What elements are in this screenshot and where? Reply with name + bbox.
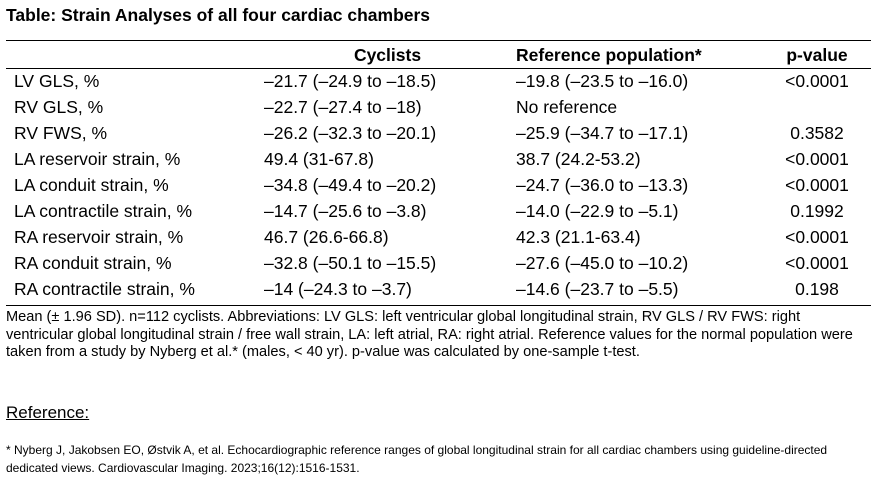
- reference-citation: * Nyberg J, Jakobsen EO, Østvik A, et al…: [6, 443, 828, 475]
- p-value: <0.0001: [785, 71, 849, 91]
- reference-value: 42.3 (21.1-63.4): [516, 227, 641, 247]
- cyclists-value: –14 (–24.3 to –3.7): [264, 279, 412, 299]
- row-label: RV GLS, %: [14, 97, 104, 117]
- header-p-value: p-value: [786, 44, 848, 65]
- reference-value: –24.7 (–36.0 to –13.3): [516, 175, 689, 195]
- table-row: RV FWS, % –26.2 (–32.3 to –20.1) –25.9 (…: [6, 120, 871, 146]
- table-row: RV GLS, % –22.7 (–27.4 to –18) No refere…: [6, 94, 871, 120]
- p-value: <0.0001: [785, 175, 849, 195]
- reference-value: –19.8 (–23.5 to –16.0): [516, 71, 689, 91]
- cyclists-value: –34.8 (–49.4 to –20.2): [264, 175, 437, 195]
- reference-value: –25.9 (–34.7 to –17.1): [516, 123, 689, 143]
- p-value: <0.0001: [785, 149, 849, 169]
- row-label: LA reservoir strain, %: [14, 149, 181, 169]
- p-value: 0.1992: [790, 201, 844, 221]
- header-cyclists: Cyclists: [353, 44, 422, 65]
- row-label: RV FWS, %: [14, 123, 108, 143]
- table-row: RA contractile strain, % –14 (–24.3 to –…: [6, 276, 871, 302]
- p-value: 0.3582: [790, 123, 844, 143]
- reference-value: –14.0 (–22.9 to –5.1): [516, 201, 679, 221]
- table-row: RA reservoir strain, % 46.7 (26.6-66.8) …: [6, 224, 871, 250]
- strain-table: Cyclists Reference population* p-value L…: [6, 41, 871, 302]
- table-title: Table: Strain Analyses of all four cardi…: [6, 5, 431, 25]
- table-header-rule: [6, 68, 871, 70]
- table-row: LA contractile strain, % –14.7 (–25.6 to…: [6, 198, 871, 224]
- table-row: LA conduit strain, % –34.8 (–49.4 to –20…: [6, 172, 871, 198]
- table-footnote: Mean (± 1.96 SD). n=112 cyclists. Abbrev…: [6, 309, 853, 361]
- table-row: LV GLS, % –21.7 (–24.9 to –18.5) –19.8 (…: [6, 68, 871, 94]
- cyclists-value: –21.7 (–24.9 to –18.5): [264, 71, 437, 91]
- cyclists-value: 46.7 (26.6-66.8): [264, 227, 389, 247]
- reference-value: 38.7 (24.2-53.2): [516, 149, 641, 169]
- table-top-rule: [6, 40, 871, 42]
- p-value: 0.198: [795, 279, 839, 299]
- table-row: LA reservoir strain, % 49.4 (31-67.8) 38…: [6, 146, 871, 172]
- cyclists-value: 49.4 (31-67.8): [264, 149, 374, 169]
- row-label: RA conduit strain, %: [14, 253, 172, 273]
- reference-heading: Reference:: [6, 403, 90, 422]
- p-value: <0.0001: [785, 227, 849, 247]
- row-label: LA contractile strain, %: [14, 201, 192, 221]
- reference-value: No reference: [516, 97, 618, 117]
- reference-value: –27.6 (–45.0 to –10.2): [516, 253, 689, 273]
- row-label: LA conduit strain, %: [14, 175, 169, 195]
- reference-value: –14.6 (–23.7 to –5.5): [516, 279, 679, 299]
- header-reference-population: Reference population*: [516, 44, 702, 65]
- cyclists-value: –32.8 (–50.1 to –15.5): [264, 253, 437, 273]
- cyclists-value: –14.7 (–25.6 to –3.8): [264, 201, 427, 221]
- cyclists-value: –22.7 (–27.4 to –18): [264, 97, 422, 117]
- header-label: [6, 41, 264, 68]
- table-header-row: Cyclists Reference population* p-value: [6, 41, 871, 68]
- row-label: LV GLS, %: [14, 71, 100, 91]
- table-bottom-rule: [6, 305, 871, 307]
- p-value: [763, 94, 871, 120]
- row-label: RA reservoir strain, %: [14, 227, 184, 247]
- cyclists-value: –26.2 (–32.3 to –20.1): [264, 123, 437, 143]
- table-row: RA conduit strain, % –32.8 (–50.1 to –15…: [6, 250, 871, 276]
- p-value: <0.0001: [785, 253, 849, 273]
- row-label: RA contractile strain, %: [14, 279, 195, 299]
